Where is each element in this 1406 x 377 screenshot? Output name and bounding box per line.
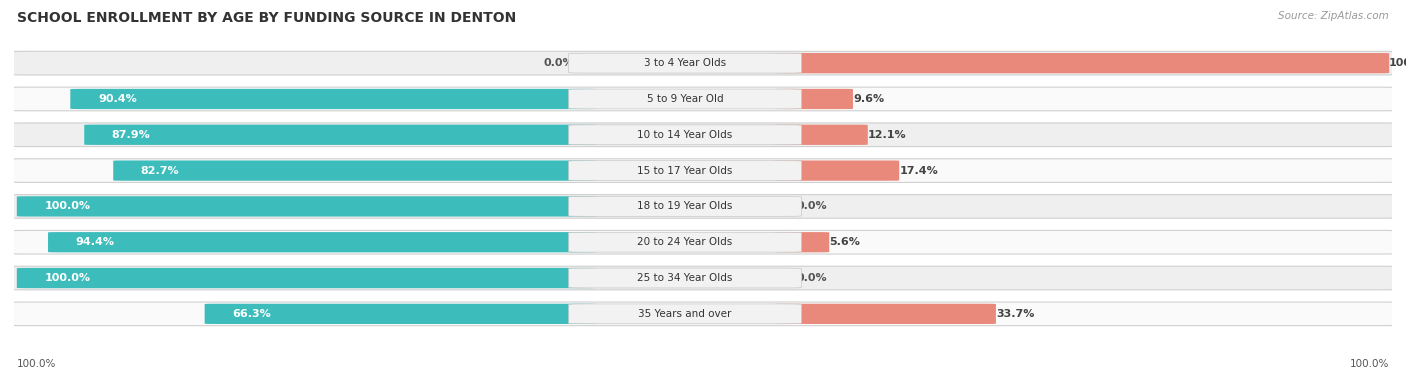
- Text: 17.4%: 17.4%: [900, 166, 938, 176]
- FancyBboxPatch shape: [773, 232, 830, 252]
- Text: 5.6%: 5.6%: [830, 237, 860, 247]
- Text: 12.1%: 12.1%: [868, 130, 907, 140]
- Text: 87.9%: 87.9%: [112, 130, 150, 140]
- FancyBboxPatch shape: [7, 87, 1399, 111]
- Text: 82.7%: 82.7%: [141, 166, 180, 176]
- Text: 100.0%: 100.0%: [1350, 359, 1389, 369]
- Text: 66.3%: 66.3%: [232, 309, 271, 319]
- FancyBboxPatch shape: [773, 161, 900, 181]
- Text: 0.0%: 0.0%: [796, 201, 827, 211]
- FancyBboxPatch shape: [7, 230, 1399, 254]
- Text: 9.6%: 9.6%: [853, 94, 884, 104]
- Text: 18 to 19 Year Olds: 18 to 19 Year Olds: [637, 201, 733, 211]
- FancyBboxPatch shape: [568, 196, 801, 216]
- FancyBboxPatch shape: [568, 89, 801, 109]
- Text: 100.0%: 100.0%: [45, 273, 90, 283]
- FancyBboxPatch shape: [773, 304, 995, 324]
- FancyBboxPatch shape: [48, 232, 596, 252]
- FancyBboxPatch shape: [7, 302, 1399, 326]
- Text: 100.0%: 100.0%: [17, 359, 56, 369]
- FancyBboxPatch shape: [70, 89, 596, 109]
- FancyBboxPatch shape: [7, 51, 1399, 75]
- FancyBboxPatch shape: [7, 195, 1399, 218]
- Text: 35 Years and over: 35 Years and over: [638, 309, 731, 319]
- FancyBboxPatch shape: [17, 268, 596, 288]
- Text: 0.0%: 0.0%: [544, 58, 574, 68]
- FancyBboxPatch shape: [773, 89, 853, 109]
- FancyBboxPatch shape: [114, 161, 596, 181]
- Text: 25 to 34 Year Olds: 25 to 34 Year Olds: [637, 273, 733, 283]
- FancyBboxPatch shape: [205, 304, 596, 324]
- FancyBboxPatch shape: [568, 161, 801, 181]
- Text: 100.0%: 100.0%: [45, 201, 90, 211]
- FancyBboxPatch shape: [568, 232, 801, 252]
- Text: Source: ZipAtlas.com: Source: ZipAtlas.com: [1278, 11, 1389, 21]
- Text: 3 to 4 Year Olds: 3 to 4 Year Olds: [644, 58, 725, 68]
- Text: 20 to 24 Year Olds: 20 to 24 Year Olds: [637, 237, 733, 247]
- Text: 10 to 14 Year Olds: 10 to 14 Year Olds: [637, 130, 733, 140]
- Text: 0.0%: 0.0%: [796, 273, 827, 283]
- FancyBboxPatch shape: [7, 159, 1399, 182]
- Text: 33.7%: 33.7%: [995, 309, 1035, 319]
- FancyBboxPatch shape: [773, 125, 868, 145]
- FancyBboxPatch shape: [568, 53, 801, 73]
- FancyBboxPatch shape: [568, 304, 801, 324]
- Text: 15 to 17 Year Olds: 15 to 17 Year Olds: [637, 166, 733, 176]
- FancyBboxPatch shape: [568, 268, 801, 288]
- FancyBboxPatch shape: [17, 196, 596, 216]
- Text: 100.0%: 100.0%: [1389, 58, 1406, 68]
- FancyBboxPatch shape: [84, 125, 596, 145]
- FancyBboxPatch shape: [773, 53, 1389, 73]
- FancyBboxPatch shape: [7, 266, 1399, 290]
- Text: 94.4%: 94.4%: [76, 237, 114, 247]
- Text: 5 to 9 Year Old: 5 to 9 Year Old: [647, 94, 724, 104]
- Text: 90.4%: 90.4%: [98, 94, 136, 104]
- FancyBboxPatch shape: [568, 125, 801, 145]
- Text: SCHOOL ENROLLMENT BY AGE BY FUNDING SOURCE IN DENTON: SCHOOL ENROLLMENT BY AGE BY FUNDING SOUR…: [17, 11, 516, 25]
- FancyBboxPatch shape: [7, 123, 1399, 147]
